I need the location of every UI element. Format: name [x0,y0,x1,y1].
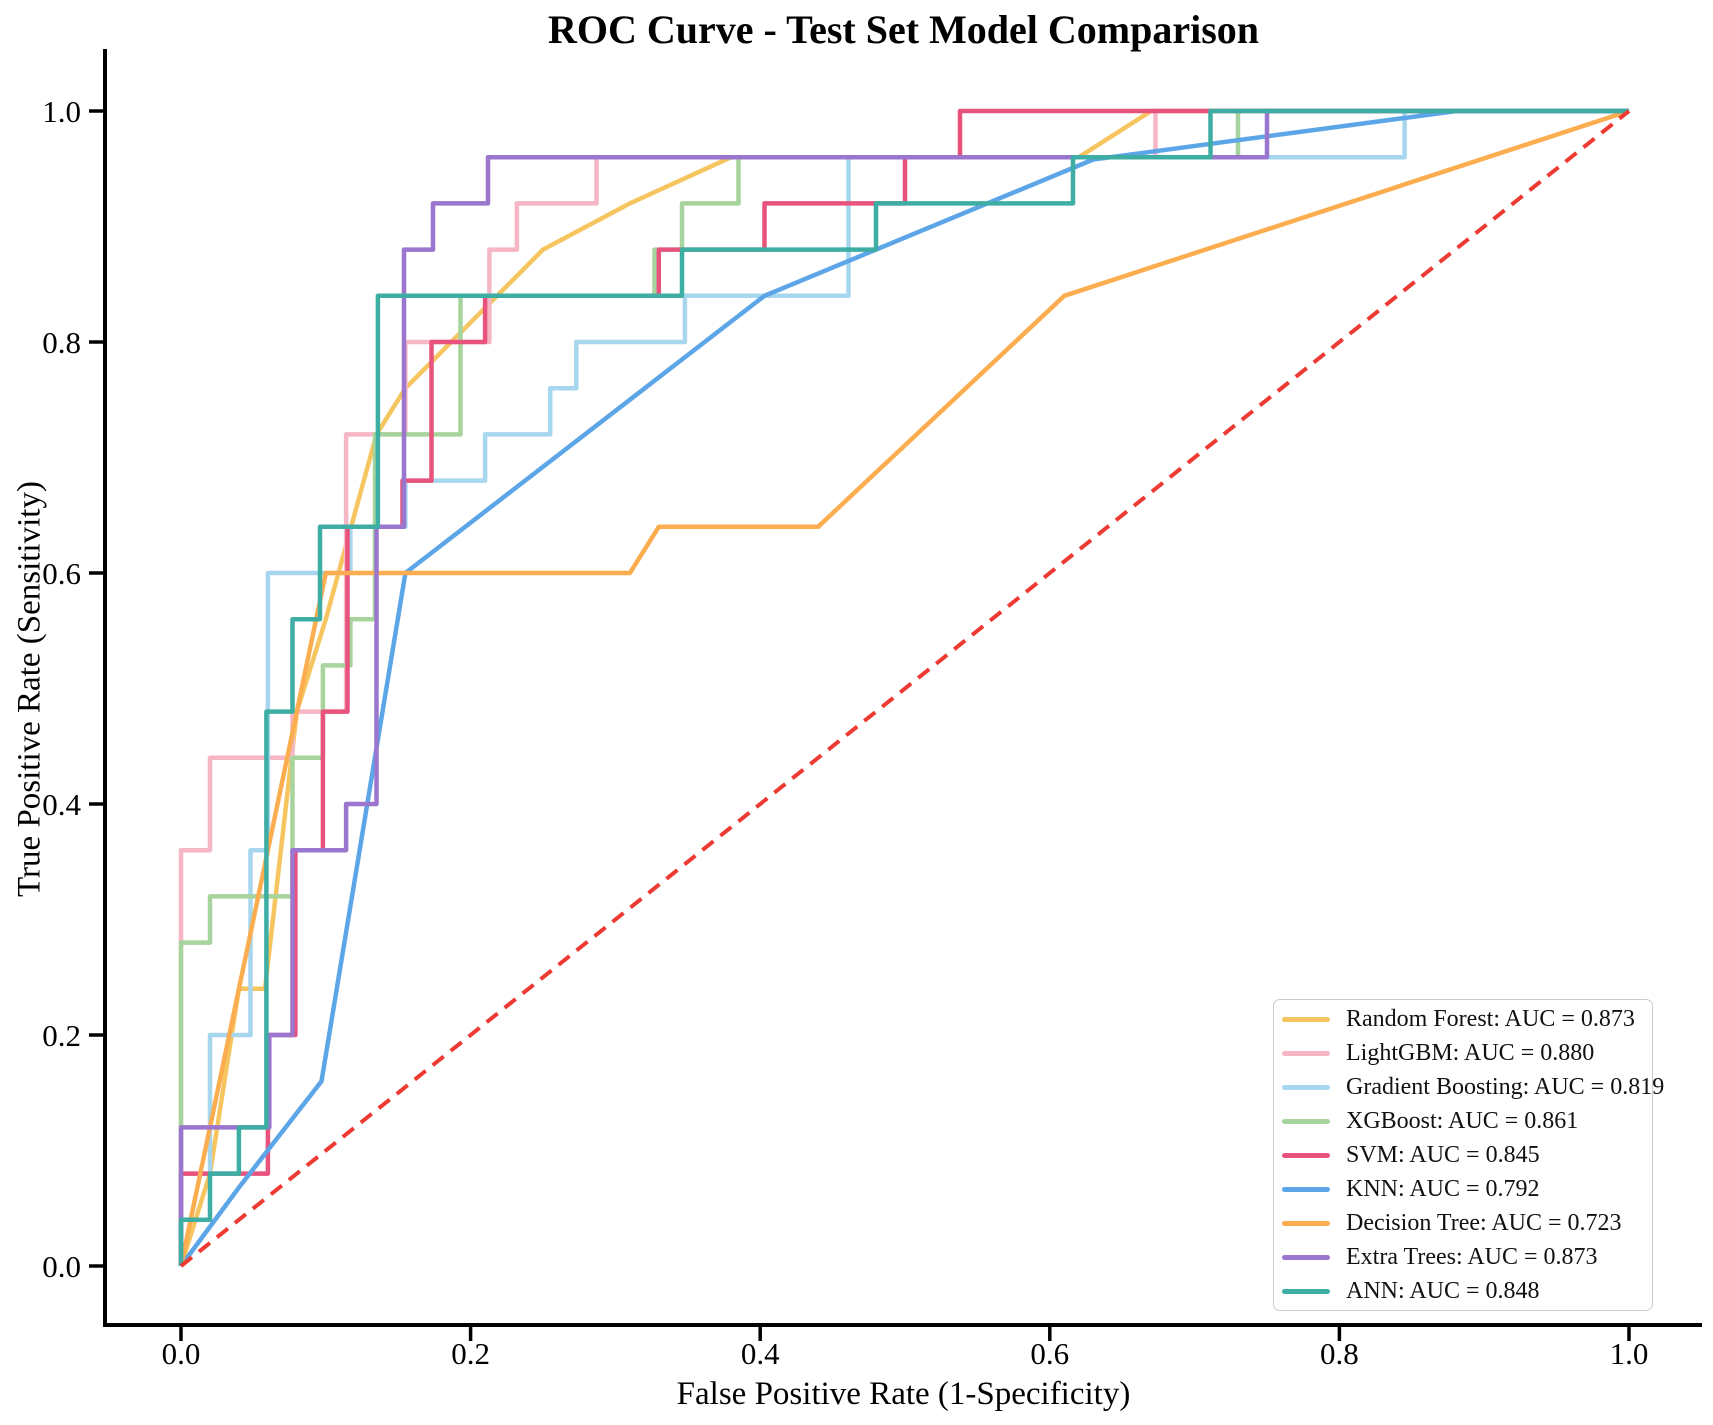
chance-diagonal-line [179,109,1631,1268]
legend-swatch-icon [1282,1152,1330,1158]
legend-label: KNN: AUC = 0.792 [1346,1175,1540,1202]
legend-item-extra-trees: Extra Trees: AUC = 0.873 [1282,1240,1646,1274]
legend-label: Gradient Boosting: AUC = 0.819 [1346,1073,1665,1100]
legend-swatch-icon [1282,1050,1330,1056]
legend-label: Random Forest: AUC = 0.873 [1346,1005,1635,1032]
legend-swatch-icon [1282,1186,1330,1192]
roc-curve-knn [179,108,1629,1268]
x-tick-label: 1.0 [1610,1336,1649,1371]
legend-item-knn: KNN: AUC = 0.792 [1282,1172,1646,1206]
legend-item-gradient-boosting: Gradient Boosting: AUC = 0.819 [1282,1070,1664,1104]
y-axis-label: True Positive Rate (Sensitivity) [11,481,48,897]
chart-title: ROC Curve - Test Set Model Comparison [547,7,1260,52]
roc-curve-gradient-boosting [178,108,1629,1266]
legend-label: Extra Trees: AUC = 0.873 [1346,1243,1598,1270]
y-tick-label: 0.0 [42,1249,81,1284]
legend-label: Decision Tree: AUC = 0.723 [1346,1209,1622,1236]
legend-label: ANN: AUC = 0.848 [1346,1277,1540,1304]
y-tick-label: 0.4 [42,787,81,822]
legend-item-decision-tree: Decision Tree: AUC = 0.723 [1282,1206,1646,1240]
legend-box: Random Forest: AUC = 0.873 LightGBM: AUC … [1273,999,1664,1311]
legend-item-ann: ANN: AUC = 0.848 [1282,1274,1646,1308]
legend-item-xgboost: XGBoost: AUC = 0.861 [1282,1104,1646,1138]
x-tick-label: 0.4 [741,1336,780,1371]
legend-swatch-icon [1282,1288,1330,1294]
legend-item-random-forest: Random Forest: AUC = 0.873 [1282,1002,1646,1036]
legend-swatch-icon [1282,1118,1330,1124]
x-tick-label: 0.0 [162,1336,201,1371]
y-tick-label: 0.6 [42,556,81,591]
legend-swatch-icon [1282,1254,1330,1260]
legend-item-lightgbm: LightGBM: AUC = 0.880 [1282,1036,1646,1070]
x-tick-label: 0.8 [1320,1336,1359,1371]
legend-swatch-icon [1282,1016,1330,1022]
legend-label: SVM: AUC = 0.845 [1346,1141,1540,1168]
x-axis-label: False Positive Rate (1-Specificity) [676,1376,1131,1412]
legend-swatch-icon [1282,1220,1330,1226]
y-tick-label: 0.2 [42,1018,81,1053]
y-tick-label: 1.0 [42,94,81,129]
legend-item-svm: SVM: AUC = 0.845 [1282,1138,1646,1172]
x-tick-label: 0.2 [451,1336,490,1371]
legend-label: LightGBM: AUC = 0.880 [1346,1039,1595,1066]
roc-curve-decision-tree [178,108,1630,1267]
legend-label: XGBoost: AUC = 0.861 [1346,1107,1579,1134]
roc-curve-ann [178,108,1629,1266]
x-tick-label: 0.6 [1030,1336,1069,1371]
y-tick-label: 0.8 [42,325,81,360]
legend-swatch-icon [1282,1084,1330,1090]
